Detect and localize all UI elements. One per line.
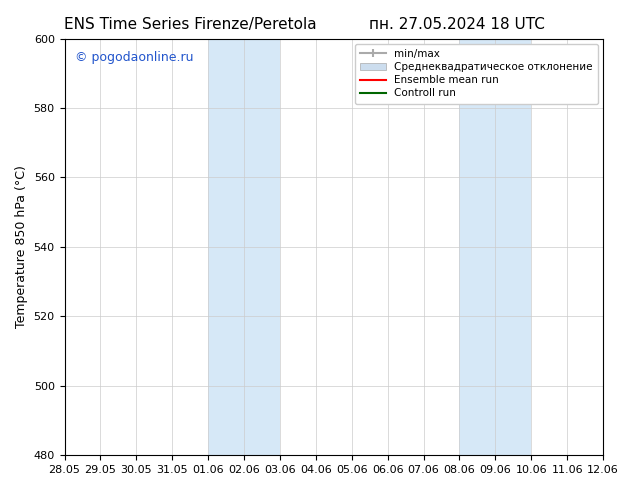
Bar xyxy=(208,39,280,455)
Text: пн. 27.05.2024 18 UTC: пн. 27.05.2024 18 UTC xyxy=(368,17,545,32)
Text: ENS Time Series Firenze/Peretola: ENS Time Series Firenze/Peretola xyxy=(64,17,316,32)
Legend: min/max, Среднеквадратическое отклонение, Ensemble mean run, Controll run: min/max, Среднеквадратическое отклонение… xyxy=(354,44,598,103)
Y-axis label: Temperature 850 hPa (°C): Temperature 850 hPa (°C) xyxy=(15,166,28,328)
Bar xyxy=(460,39,531,455)
Text: © pogodaonline.ru: © pogodaonline.ru xyxy=(75,51,194,64)
